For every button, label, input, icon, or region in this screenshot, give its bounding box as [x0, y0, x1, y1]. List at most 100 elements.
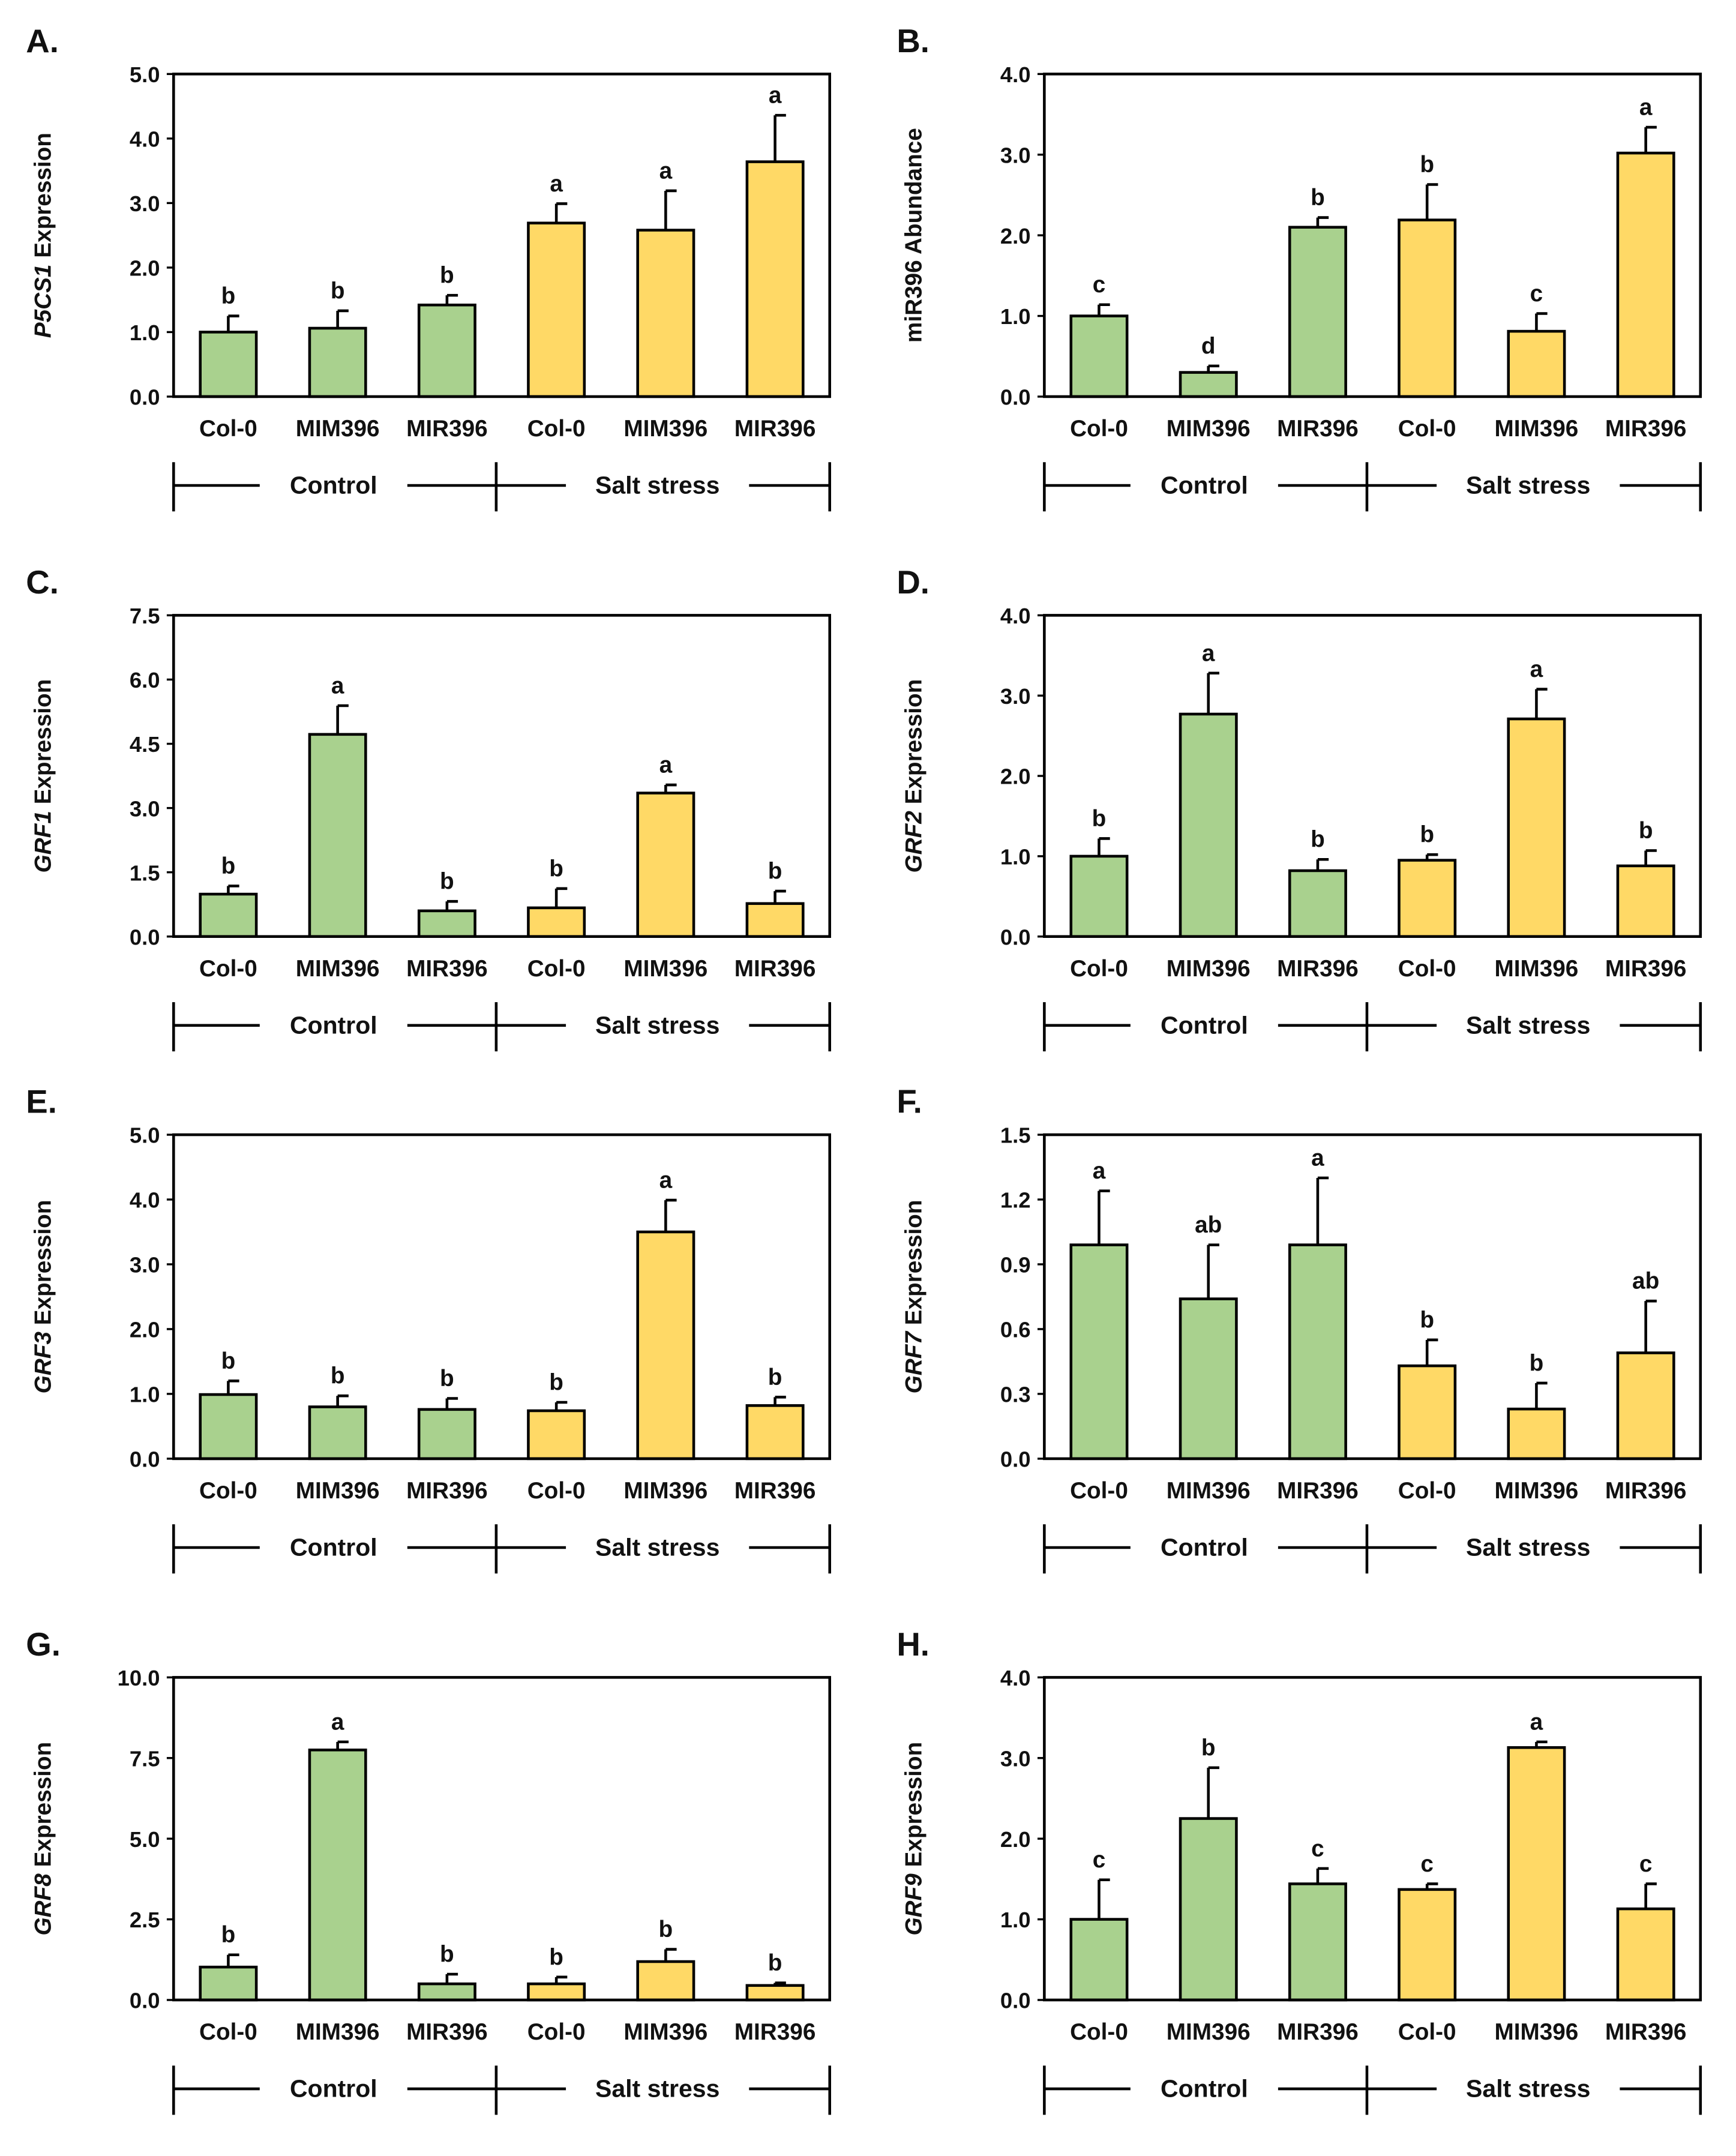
bar	[417, 1982, 476, 2002]
chart-panel-a: A. P5CS1 Expression 0.0 1.0 2.0 3.0 4.0 5.0 b Col…	[26, 23, 831, 512]
significance-letter: ab	[1632, 1269, 1659, 1294]
bar	[636, 229, 695, 398]
bar	[745, 160, 805, 398]
x-tick-label: Col-0	[1070, 956, 1128, 982]
panel-label: C.	[26, 564, 59, 601]
x-tick-label: MIR396	[1605, 956, 1687, 982]
bar	[527, 221, 586, 398]
y-axis-title-gene: GRF9	[901, 1873, 927, 1936]
x-tick-label: MIR396	[734, 956, 816, 982]
significance-letter: a	[1530, 1709, 1543, 1735]
x-tick-label: Col-0	[1398, 956, 1456, 982]
x-tick-label: Col-0	[199, 416, 257, 442]
y-tick-label: 0.0	[1000, 925, 1031, 949]
y-axis-title-text: miR396 Abundance	[901, 128, 927, 343]
significance-letter: b	[331, 278, 345, 304]
x-tick-label: MIM396	[296, 416, 380, 442]
x-tick-label: MIM396	[623, 416, 707, 442]
y-tick-label: 4.0	[1000, 62, 1031, 87]
x-tick-label: Col-0	[1070, 2019, 1128, 2045]
bar	[1398, 218, 1457, 398]
significance-letter: b	[440, 1366, 454, 1392]
x-tick-label: MIM396	[1494, 416, 1578, 442]
significance-letter: b	[221, 283, 236, 309]
y-tick-label: 7.5	[130, 1746, 160, 1771]
y-axis-title-text: Expression	[30, 679, 56, 811]
y-tick-label: 1.2	[1000, 1188, 1031, 1213]
chart-panel-b: B. miR396 Abundance 0.0 1.0 2.0 3.0 4.0 c Col-0 d…	[897, 23, 1702, 512]
bar	[417, 909, 476, 938]
y-tick-label: 0.0	[130, 385, 160, 410]
x-tick-label: MIM396	[623, 956, 707, 982]
x-tick-label: Col-0	[1070, 416, 1128, 442]
significance-letter: a	[1202, 640, 1215, 666]
bar	[199, 1393, 258, 1461]
x-tick-label: MIR396	[1605, 2019, 1687, 2045]
x-tick-label: MIM396	[1167, 416, 1251, 442]
y-tick-label: 1.5	[1000, 1123, 1031, 1148]
bar	[1398, 1888, 1457, 2002]
y-tick-label: 1.0	[130, 1383, 160, 1407]
x-tick-label: MIR396	[1605, 1478, 1687, 1504]
x-tick-label: MIM396	[623, 2019, 707, 2045]
y-tick-label: 2.0	[130, 1318, 160, 1342]
chart-panel-g: G. GRF8 Expression 0.0 2.5 5.0 7.5 10.0 b Col-0 a…	[26, 1626, 831, 2115]
y-tick-label: 2.0	[1000, 764, 1031, 789]
significance-letter: a	[769, 83, 782, 109]
y-tick-label: 5.0	[130, 1123, 160, 1148]
significance-letter: a	[1311, 1146, 1324, 1171]
y-tick-label: 0.0	[130, 1447, 160, 1472]
group-label-salt-stress: Salt stress	[1466, 1534, 1590, 1561]
bar	[527, 1409, 586, 1461]
significance-letter: ab	[1195, 1212, 1222, 1238]
chart-panel-c: C. GRF1 Expression 0.0 1.5 3.0 4.5 6.0 7.5 b Col-…	[26, 564, 831, 1052]
panel-label: A.	[26, 23, 59, 59]
x-tick-label: MIR396	[734, 1478, 816, 1504]
x-tick-label: MIR396	[1277, 416, 1359, 442]
significance-letter: b	[1420, 152, 1434, 178]
significance-letter: b	[768, 859, 782, 884]
significance-letter: c	[1093, 1847, 1106, 1873]
y-axis-title-gene: GRF7	[901, 1330, 927, 1394]
significance-letter: b	[1530, 1350, 1544, 1376]
bar	[308, 326, 367, 398]
x-tick-label: MIR396	[406, 1478, 488, 1504]
y-axis-title-gene: GRF2	[901, 811, 927, 873]
significance-letter: c	[1639, 1851, 1653, 1877]
chart-panel-e: E. GRF3 Expression 0.0 1.0 2.0 3.0 4.0 5.0 b Col-…	[26, 1084, 831, 1574]
y-tick-label: 3.0	[130, 796, 160, 821]
group-label-salt-stress: Salt stress	[1466, 472, 1590, 499]
y-axis-title-text: Expression	[30, 1742, 56, 1874]
y-tick-label: 7.5	[130, 604, 160, 628]
x-tick-label: Col-0	[527, 956, 586, 982]
group-label-control: Control	[290, 1011, 377, 1039]
chart-panel-h: H. GRF9 Expression 0.0 1.0 2.0 3.0 4.0 c Col-0 b M…	[897, 1626, 1702, 2115]
y-tick-label: 5.0	[130, 1827, 160, 1852]
significance-letter: b	[221, 1348, 236, 1374]
plot-frame	[172, 1676, 831, 2002]
x-tick-label: MIM396	[1167, 956, 1251, 982]
significance-letter: c	[1311, 1836, 1324, 1861]
y-tick-label: 2.5	[130, 1908, 160, 1932]
panel-label: B.	[897, 23, 930, 59]
group-label-salt-stress: Salt stress	[1466, 2075, 1590, 2103]
group-label-control: Control	[290, 472, 377, 499]
group-label-control: Control	[1161, 1011, 1248, 1039]
y-tick-label: 3.0	[1000, 143, 1031, 167]
y-axis-title-text: Expression	[30, 133, 56, 265]
significance-letter: b	[768, 1365, 782, 1390]
significance-letter: a	[331, 1709, 344, 1735]
bar	[1069, 854, 1129, 938]
y-tick-label: 10.0	[118, 1666, 160, 1690]
plot-frame	[1043, 1133, 1702, 1461]
significance-letter: a	[659, 752, 673, 778]
x-tick-label: Col-0	[1070, 1478, 1128, 1504]
y-axis-title-gene: P5CS1	[30, 265, 56, 338]
x-tick-label: Col-0	[1398, 416, 1456, 442]
x-tick-label: MIM396	[1167, 1478, 1251, 1504]
group-label-salt-stress: Salt stress	[595, 472, 719, 499]
bar	[745, 1984, 805, 2002]
bar	[527, 1982, 586, 2002]
bar	[1398, 1364, 1457, 1461]
